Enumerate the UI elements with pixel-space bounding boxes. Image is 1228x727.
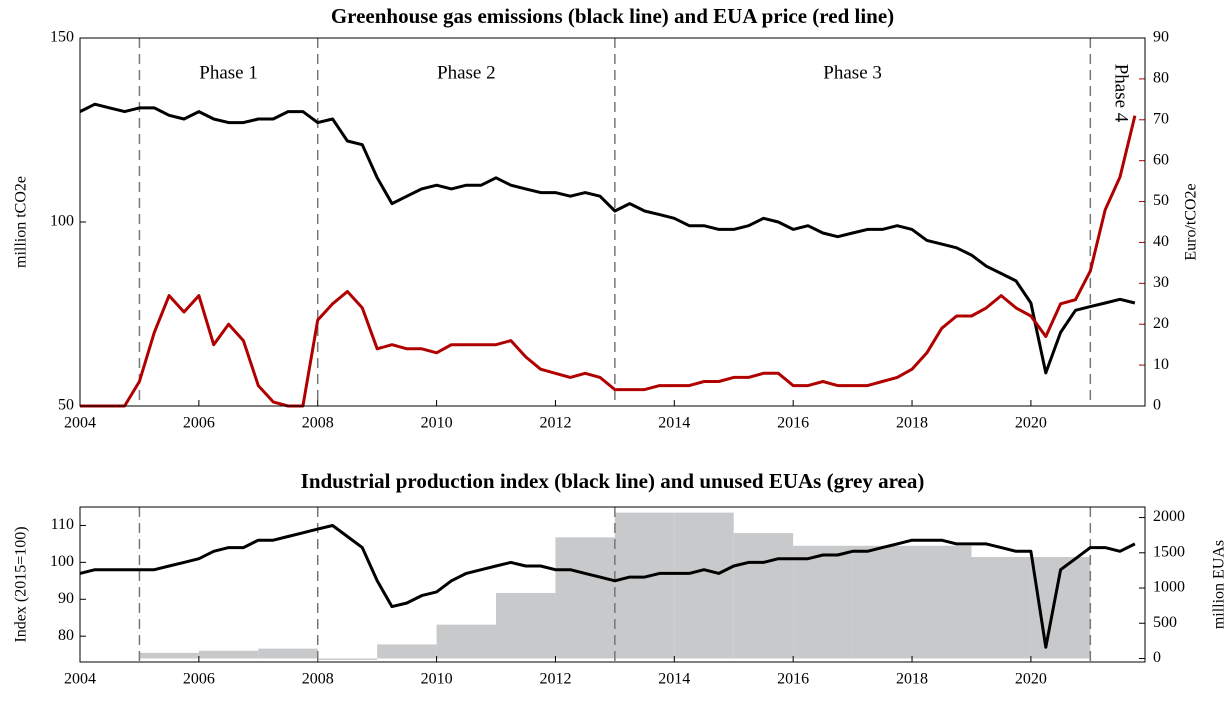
chart-title: Greenhouse gas emissions (black line) an…: [331, 4, 894, 28]
area-step: [971, 557, 1031, 659]
area-step: [198, 650, 259, 659]
y2-axis-label: million EUAs: [1211, 540, 1228, 629]
x-tick-label: 2008: [302, 671, 334, 688]
x-tick-label: 2006: [183, 415, 215, 432]
y2-tick-label: 90: [1153, 29, 1169, 46]
area-step: [733, 533, 794, 659]
x-tick-label: 2004: [64, 415, 96, 432]
area-step: [674, 512, 734, 659]
y-tick-label: 100: [50, 213, 74, 230]
x-tick-label: 2020: [1015, 671, 1047, 688]
y-tick-label: 100: [50, 553, 74, 570]
area-step: [912, 545, 972, 659]
x-tick-label: 2008: [302, 415, 334, 432]
x-tick-label: 2010: [421, 671, 453, 688]
x-tick-label: 2014: [658, 671, 690, 688]
plot-frame: [79, 37, 1146, 407]
y2-tick-label: 2000: [1153, 508, 1185, 525]
area-step: [258, 648, 318, 659]
x-tick-label: 2018: [896, 671, 928, 688]
area-step: [614, 512, 675, 659]
y-tick-label: 80: [58, 627, 74, 644]
annotation: Phase 2: [437, 62, 496, 83]
y2-tick-label: 70: [1153, 110, 1169, 127]
plot-frame: [79, 506, 1146, 663]
series-line: [80, 115, 1137, 408]
y2-tick-label: 40: [1153, 233, 1169, 250]
area-step: [317, 658, 378, 660]
y2-tick-label: 60: [1153, 151, 1169, 168]
y2-tick-label: 80: [1153, 70, 1169, 87]
x-tick-label: 2018: [896, 415, 928, 432]
area-step: [852, 545, 913, 659]
series-line: [79, 524, 1136, 649]
x-tick-label: 2010: [421, 415, 453, 432]
y2-tick-label: 0: [1153, 397, 1161, 414]
area-step: [139, 652, 199, 659]
area-step: [555, 537, 615, 659]
series-line: [79, 102, 1136, 375]
annotation: Phase 4: [1111, 64, 1132, 123]
x-tick-label: 2016: [777, 415, 809, 432]
y2-tick-label: 0: [1153, 649, 1161, 666]
area-step: [496, 592, 556, 659]
chart-title: Industrial production index (black line)…: [301, 469, 925, 493]
y-tick-label: 50: [58, 397, 74, 414]
y-axis-label: Index (2015=100): [13, 526, 30, 642]
y2-tick-label: 10: [1153, 356, 1169, 373]
area-step: [377, 644, 437, 659]
y2-tick-label: 50: [1153, 192, 1169, 209]
y-tick-label: 90: [58, 590, 74, 607]
y2-axis-label: Euro/tCO2e: [1183, 183, 1200, 260]
y2-tick-label: 500: [1153, 614, 1177, 631]
x-tick-label: 2012: [539, 671, 571, 688]
y2-tick-label: 1000: [1153, 579, 1185, 596]
x-tick-label: 2012: [539, 415, 571, 432]
plot: Greenhouse gas emissions (black line) an…: [13, 4, 1200, 432]
x-tick-label: 2014: [658, 415, 690, 432]
annotation: Phase 1: [199, 62, 258, 83]
area-step: [793, 545, 853, 659]
y-tick-label: 110: [51, 516, 74, 533]
y2-tick-label: 20: [1153, 315, 1169, 332]
x-tick-label: 2004: [64, 671, 96, 688]
plot: Industrial production index (black line)…: [13, 469, 1228, 688]
y2-tick-label: 30: [1153, 274, 1169, 291]
x-tick-label: 2016: [777, 671, 809, 688]
annotation: Phase 3: [823, 62, 882, 83]
x-tick-label: 2006: [183, 671, 215, 688]
area-step: [436, 624, 497, 659]
x-tick-label: 2020: [1015, 415, 1047, 432]
y-axis-label: million tCO2e: [13, 176, 30, 268]
y2-tick-label: 1500: [1153, 543, 1185, 560]
y-tick-label: 150: [50, 29, 74, 46]
